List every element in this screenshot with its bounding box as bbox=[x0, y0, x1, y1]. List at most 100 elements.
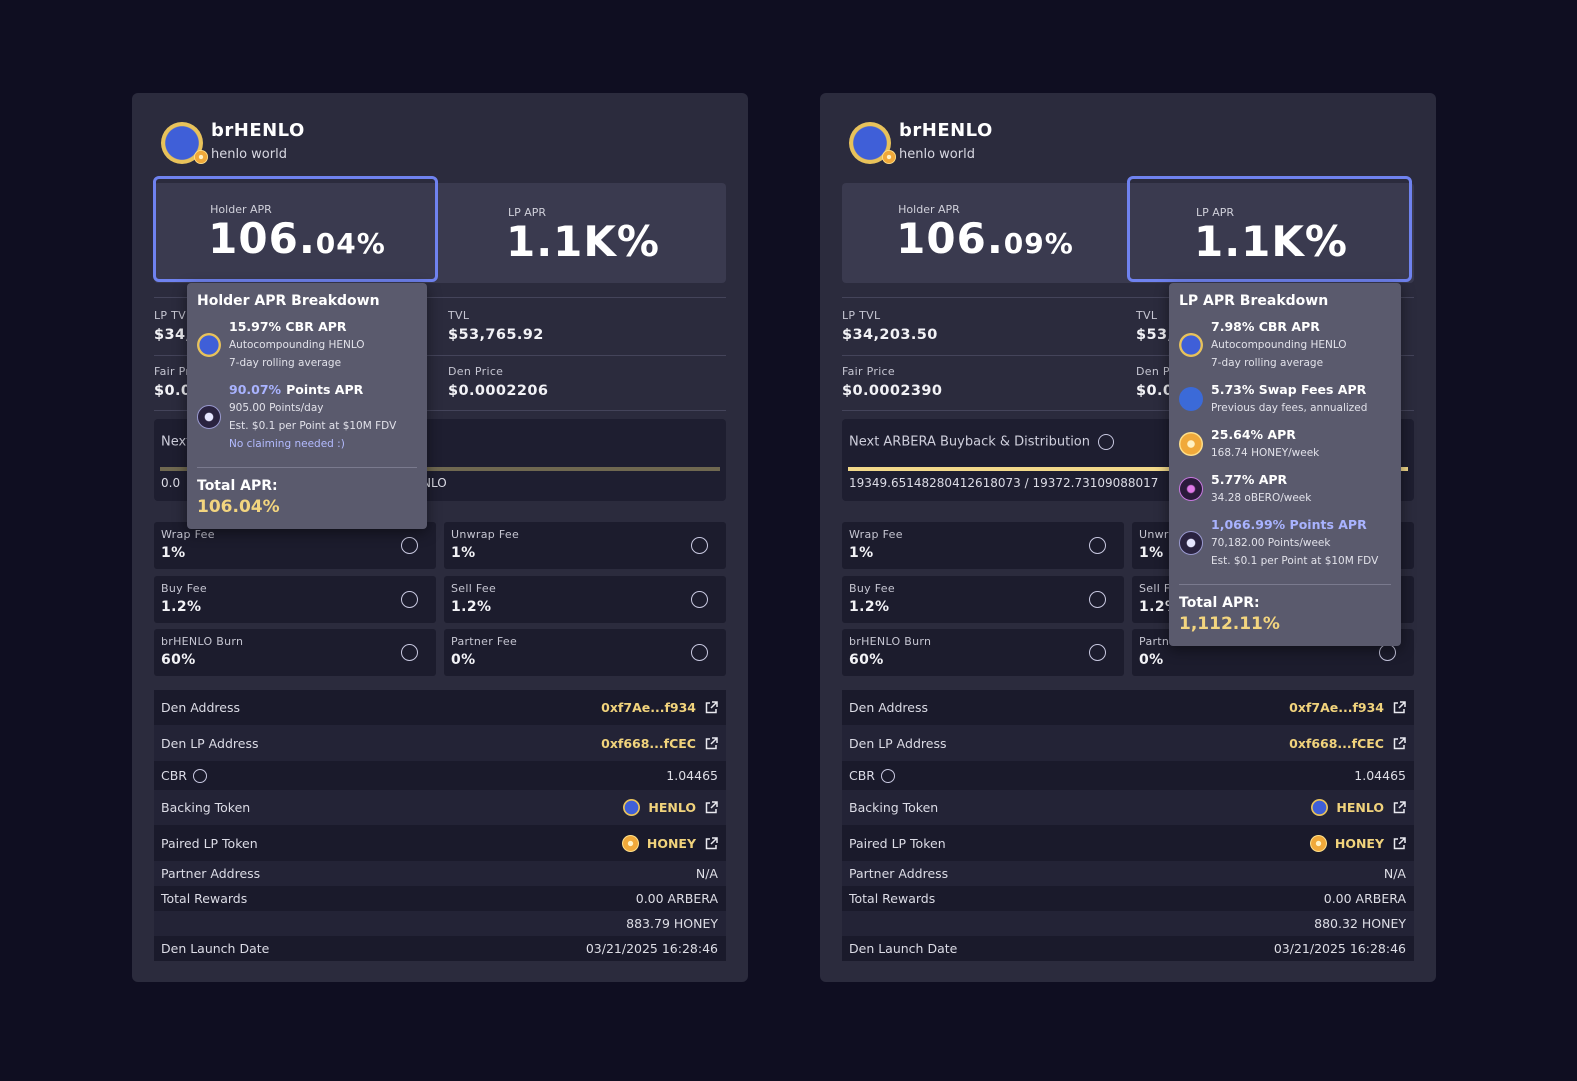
total-label: Total APR: bbox=[1179, 595, 1260, 611]
link-button[interactable] bbox=[705, 836, 718, 850]
apr-label: Holder APR bbox=[898, 203, 960, 216]
apr-content: Holder APR 106.09% bbox=[896, 203, 1074, 267]
breakdown-line: 34.28 oBERO/week bbox=[1211, 492, 1312, 504]
fee-cell: Sell Fee 1.2% bbox=[444, 575, 726, 623]
link-button[interactable] bbox=[705, 701, 718, 714]
detail-value-cell: 03/21/2025 16:28:46 bbox=[1274, 941, 1406, 956]
detail-value-cell: 0xf7Ae...f934 bbox=[601, 700, 718, 715]
detail-label: CBR bbox=[161, 768, 187, 783]
stat-value: $53, bbox=[1136, 327, 1174, 343]
fee-value: 1% bbox=[849, 545, 874, 561]
apr-highlight bbox=[1127, 176, 1412, 282]
detail-value: 0xf668...fCEC bbox=[601, 735, 696, 751]
fee-value: 1.2% bbox=[849, 598, 890, 615]
detail-label-cell: Den LP Address bbox=[161, 736, 258, 751]
detail-value-cell: 0.00 ARBERA bbox=[1324, 891, 1406, 906]
stat-label: Den Price bbox=[448, 365, 504, 378]
breakdown-line: Est. $0.1 per Point at $10M FDV bbox=[1211, 555, 1379, 567]
detail-label-cell: Den Launch Date bbox=[849, 941, 957, 956]
link-button[interactable] bbox=[705, 801, 718, 814]
fee-label: Buy Fee bbox=[849, 581, 895, 595]
detail-label-cell: Den Launch Date bbox=[161, 941, 269, 956]
detail-value: 0xf7Ae...f934 bbox=[601, 700, 696, 715]
info-icon bbox=[401, 537, 418, 554]
detail-value: 03/21/2025 16:28:46 bbox=[585, 941, 718, 956]
detail-label: Paired LP Token bbox=[161, 835, 258, 851]
breakdown-item: 15.97% CBR APR Autocompounding HENLO 7-day… bbox=[197, 318, 417, 372]
breakdown-head: 5.77% APR bbox=[1211, 471, 1311, 489]
tooltip-separator bbox=[1179, 584, 1391, 585]
detail-value: 880.32 HONEY bbox=[1314, 916, 1406, 931]
stat-label: Fair Price bbox=[842, 365, 895, 378]
detail-value-cell: 03/21/2025 16:28:46 bbox=[586, 941, 718, 956]
apr-label: LP APR bbox=[507, 205, 547, 219]
progress-bar bbox=[160, 467, 720, 471]
token-subtitle: henlo world bbox=[211, 147, 287, 162]
info-icon bbox=[401, 590, 418, 608]
detail-value-cell: HENLO bbox=[623, 799, 718, 816]
detail-value-cell: HENLO bbox=[1311, 799, 1406, 816]
breakdown-item: 90.07% Points APR 905.00 Points/day Est. $0… bbox=[197, 381, 417, 453]
fee-cell: brHENLO Burn 60% bbox=[842, 629, 1124, 676]
detail-value-cell: N/A bbox=[1384, 866, 1406, 881]
link-icon bbox=[1393, 801, 1406, 814]
breakdown-head: 5.73% Swap Fees APR bbox=[1211, 381, 1367, 399]
link-button[interactable] bbox=[1393, 701, 1406, 714]
breakdown-line: Autocompounding HENLO bbox=[229, 339, 365, 351]
detail-label-cell: Den Address bbox=[849, 700, 928, 715]
detail-row: Backing Token HENLO bbox=[842, 790, 1414, 825]
link-button[interactable] bbox=[1393, 801, 1406, 814]
apr-content: Holder APR 106.04% bbox=[208, 203, 386, 267]
detail-value: N/A bbox=[695, 866, 718, 881]
detail-value: 883.79 HONEY bbox=[626, 916, 718, 931]
swap-icon bbox=[1179, 387, 1203, 411]
link-icon bbox=[705, 836, 718, 849]
fee-value: 0% bbox=[451, 652, 476, 668]
info-icon bbox=[193, 768, 207, 783]
detail-value-cell: 883.79 HONEY bbox=[626, 916, 718, 931]
honey-icon bbox=[882, 150, 896, 164]
detail-value-cell: 1.04465 bbox=[666, 768, 718, 783]
detail-label: Partner Address bbox=[161, 866, 261, 881]
stat-value: $53,765.92 bbox=[448, 327, 544, 343]
detail-label-cell: Total Rewards bbox=[161, 891, 247, 906]
link-button[interactable] bbox=[1393, 836, 1406, 850]
detail-row: Den Launch Date 03/21/2025 16:28:46 bbox=[154, 936, 726, 961]
honey-icon bbox=[1309, 834, 1327, 852]
total-value: 106.04% bbox=[197, 497, 280, 517]
apr-content: LP APR 1.1K% bbox=[1194, 206, 1348, 265]
apr-whole: 106. bbox=[896, 214, 1004, 263]
detail-label: Den Launch Date bbox=[161, 941, 270, 956]
breakdown-title: 15.97% CBR APR bbox=[229, 319, 347, 334]
breakdown-title: 25.64% APR bbox=[1211, 427, 1296, 442]
apr-card: Holder APR 106.04% LP APR 1.1K% bbox=[153, 176, 726, 283]
detail-label: Backing Token bbox=[849, 800, 939, 815]
detail-label-cell: Backing Token bbox=[849, 800, 938, 815]
stat-label: LP TVL bbox=[842, 309, 881, 322]
detail-value: 1.04465 bbox=[1354, 768, 1406, 783]
fee-label: Partner Fee bbox=[451, 635, 518, 648]
info-icon bbox=[691, 644, 708, 661]
detail-row: Den LP Address 0xf668...fCEC bbox=[154, 725, 726, 761]
detail-label-cell: Den LP Address bbox=[849, 736, 946, 751]
henlo-icon bbox=[197, 333, 221, 357]
detail-label: Total Rewards bbox=[161, 891, 248, 906]
link-icon bbox=[1393, 701, 1406, 714]
detail-row: Total Rewards 0.00 ARBERA bbox=[154, 886, 726, 911]
fee-cell: Buy Fee 1.2% bbox=[842, 575, 1124, 623]
detail-label-cell: Partner Address bbox=[849, 866, 948, 881]
stat-label: LP TVL bbox=[154, 309, 193, 322]
detail-value: N/A bbox=[1383, 866, 1406, 881]
fee-value: 1% bbox=[1139, 545, 1164, 561]
apr-fraction: 09% bbox=[1003, 227, 1074, 260]
buyback-label: Next ARBERA Buyback & Distribution bbox=[849, 434, 1114, 450]
link-button[interactable] bbox=[705, 736, 718, 750]
divider bbox=[842, 355, 1414, 356]
detail-value: 1.04465 bbox=[666, 768, 718, 783]
detail-label-cell: Paired LP Token bbox=[161, 836, 258, 851]
fee-label: brHENLO Burn bbox=[849, 635, 932, 648]
honey-icon bbox=[621, 834, 639, 852]
fee-cell: Wrap Fee 1% bbox=[154, 522, 436, 569]
apr-content: LP APR 1.1K% bbox=[506, 206, 660, 265]
link-button[interactable] bbox=[1393, 736, 1406, 750]
